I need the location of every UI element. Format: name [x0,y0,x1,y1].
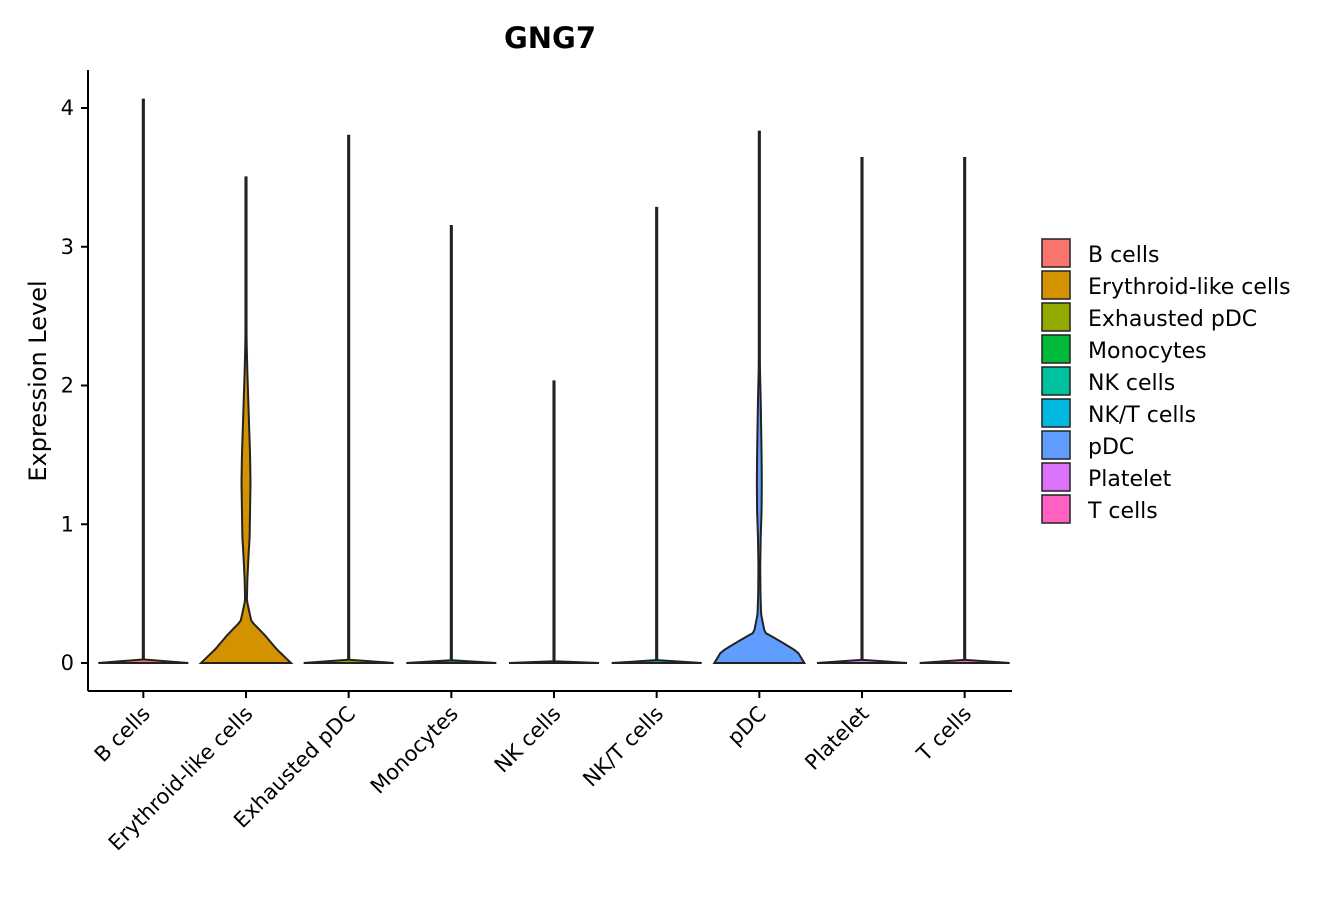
x-tick-label-nk-t-cells: NK/T cells [578,702,668,792]
y-tick-label-0: 0 [61,651,74,675]
violin-pdc [712,130,807,664]
legend-swatch-nk-t-cells [1041,398,1071,428]
chart-title: GNG7 [504,21,596,55]
x-tick-label-t-cells: T cells [911,702,976,767]
violin-t-cells [919,156,1010,664]
legend-label-nk-cells: NK cells [1088,371,1175,396]
x-tick-label-monocytes: Monocytes [366,702,463,799]
y-tick-label-4: 4 [61,96,74,120]
legend-swatch-monocytes [1041,334,1071,364]
legend-swatch-t-cells [1041,494,1071,524]
violin-b-cells [98,98,189,664]
legend-swatch-pdc [1041,430,1071,460]
x-tick-label-pdc: pDC [723,702,771,750]
violins-group [98,98,1010,664]
legend-label-nk-t-cells: NK/T cells [1088,403,1196,428]
legend-swatch-b-cells [1041,238,1071,268]
y-tick-label-3: 3 [61,235,74,259]
legend-label-pdc: pDC [1088,435,1134,460]
legend-label-platelet: Platelet [1088,467,1172,492]
violin-platelet [816,156,908,664]
violin-erythroid-like-cells [198,176,294,664]
legend-swatch-platelet [1041,462,1071,492]
y-axis-label: Expression Level [24,280,52,481]
y-tick-label-2: 2 [61,374,74,398]
legend-label-erythroid-like-cells: Erythroid-like cells [1088,275,1291,300]
legend-swatch-exhausted-pdc [1041,302,1071,332]
legend-label-exhausted-pdc: Exhausted pDC [1088,307,1257,332]
x-tick-label-platelet: Platelet [800,702,873,775]
legend: B cells Erythroid-like cells Exhausted pDC… [1041,238,1291,524]
y-tick-label-1: 1 [61,512,74,536]
x-tick-label-nk-cells: NK cells [490,702,566,778]
legend-swatch-erythroid-like-cells [1041,270,1071,300]
legend-label-t-cells: T cells [1087,499,1158,524]
violin-exhausted-pdc [303,134,394,664]
violin-nk-cells [508,380,600,664]
x-tick-label-b-cells: B cells [90,702,155,767]
violin-nk-t-cells [611,206,702,664]
legend-swatch-nk-cells [1041,366,1071,396]
legend-label-b-cells: B cells [1088,243,1159,268]
violin-monocytes [406,224,497,664]
legend-label-monocytes: Monocytes [1088,339,1207,364]
